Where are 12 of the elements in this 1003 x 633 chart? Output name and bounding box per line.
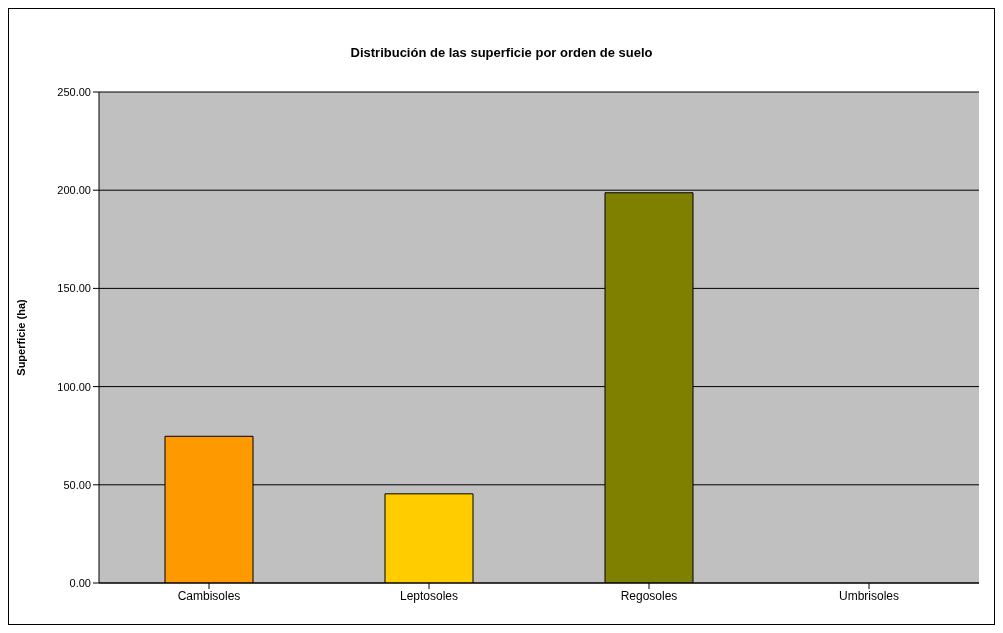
y-tick-label: 0.00 <box>69 576 91 589</box>
x-tick-label: Umbrisoles <box>838 588 900 603</box>
y-tick-label: 250.00 <box>57 85 91 98</box>
y-tick-label: 100.00 <box>57 380 91 393</box>
y-tick-label: 200.00 <box>57 184 91 197</box>
x-tick-label: Regosoles <box>620 588 678 603</box>
chart-title: Distribución de las superficie por orden de suelo <box>349 45 654 60</box>
y-tick-label: 150.00 <box>57 282 91 295</box>
x-tick-label: Leptosoles <box>399 588 459 603</box>
y-axis-title: Superficie (ha) <box>14 298 27 376</box>
x-tick-label: Cambisoles <box>177 588 241 603</box>
y-tick-label: 50.00 <box>63 478 91 491</box>
